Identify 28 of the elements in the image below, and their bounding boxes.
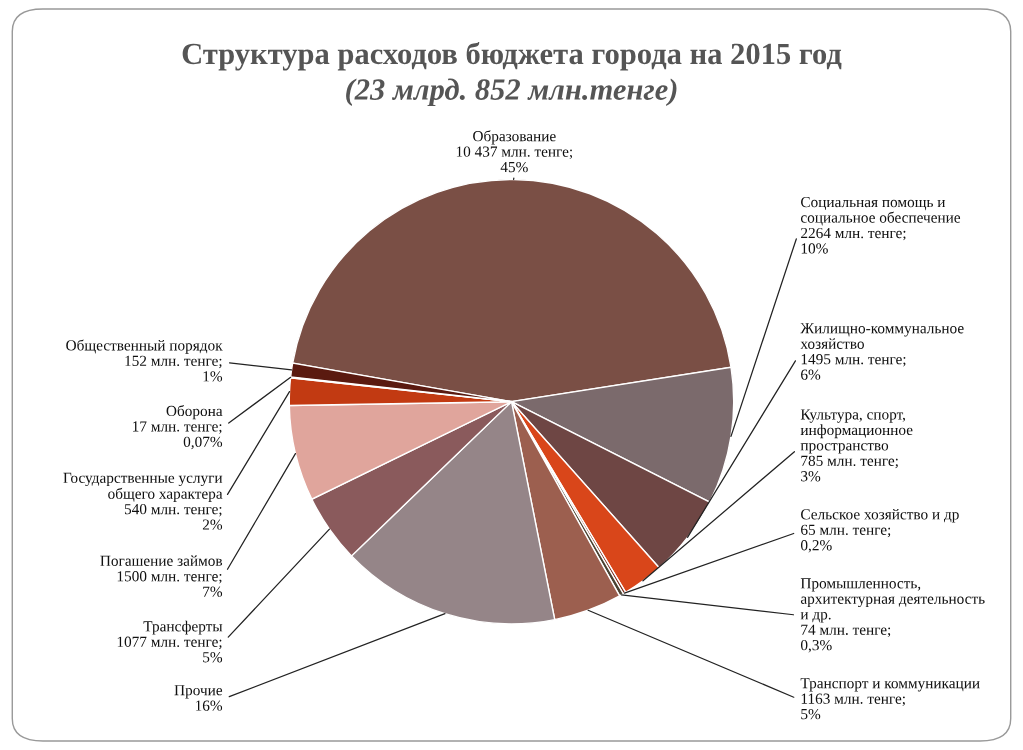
- data-label: 17 млн. тенге; 0,07%: [133, 421, 223, 450]
- data-label: 1077 млн. тенге; 5%: [117, 636, 223, 663]
- slice-label: Погашение займов: [100, 555, 223, 566]
- data-label: 1163 млн. тенге; 5%: [801, 693, 905, 720]
- chart-title: Структура расходов бюджета города на 2015 год: [182, 42, 842, 71]
- slice-label: Оборона: [166, 405, 223, 420]
- chart-subtitle: (23 млрд. 852 млн.тенге): [346, 78, 677, 107]
- slice-label: Трансферты: [143, 620, 223, 635]
- slice-label: Транспорт и коммуникации: [800, 678, 980, 692]
- data-label: 74 млн. тенге; 0,3%: [800, 624, 891, 653]
- slice-label: Сельское хозяйство и др: [801, 508, 959, 523]
- data-label: 16%: [195, 700, 223, 711]
- slice-label: Государственные услуги общего характера: [63, 472, 223, 502]
- slice-label: Образование: [473, 130, 556, 145]
- data-label: 785 млн. тенге; 3%: [801, 455, 898, 482]
- slice-label: Социальная помощь и социальное обеспечение: [800, 196, 961, 226]
- data-label: 2264 млн. тенге; 10%: [801, 227, 906, 254]
- slice-label: Жилищно-коммунальное хозяйство: [800, 323, 964, 349]
- data-label: 540 млн. тенге; 2%: [124, 503, 223, 530]
- slice-label: Общественный порядок: [66, 339, 223, 354]
- data-label: 152 млн. тенге; 1%: [125, 355, 223, 382]
- data-label: 1495 млн. тенге; 6%: [801, 354, 906, 380]
- slice-label: Прочие: [174, 685, 223, 699]
- data-label: 65 млн. тенге; 0,2%: [800, 524, 891, 553]
- data-label: 10 437 млн. тенге; 45%: [456, 146, 572, 173]
- data-label: 1500 млн. тенге; 7%: [117, 571, 223, 597]
- slice-label: Промышленность, архитектурная деятельность и др.: [800, 578, 985, 623]
- slice-label: Культура, спорт, информационное пространство: [800, 409, 913, 454]
